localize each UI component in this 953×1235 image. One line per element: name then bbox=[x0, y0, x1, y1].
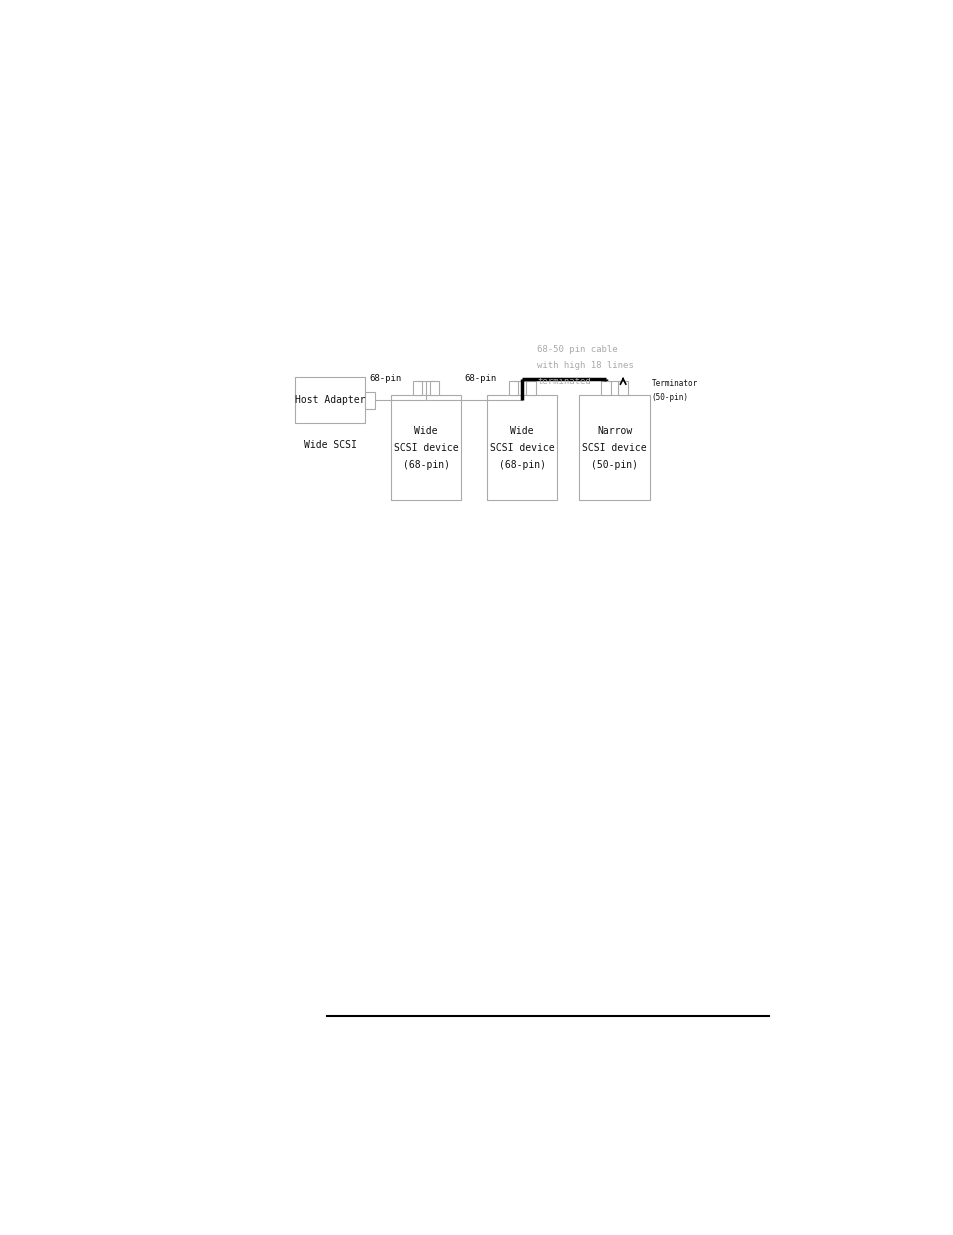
Text: SCSI device: SCSI device bbox=[394, 443, 457, 453]
Text: Host Adapter: Host Adapter bbox=[294, 395, 365, 405]
Text: 68-pin: 68-pin bbox=[463, 374, 496, 383]
Bar bbox=[413, 382, 422, 395]
Text: 68-pin: 68-pin bbox=[369, 374, 401, 383]
Text: Wide: Wide bbox=[414, 426, 437, 436]
Text: Narrow: Narrow bbox=[597, 426, 632, 436]
Text: (50-pin): (50-pin) bbox=[651, 393, 688, 401]
Bar bbox=[600, 382, 610, 395]
Bar bbox=[391, 395, 460, 500]
Bar bbox=[508, 382, 518, 395]
Bar bbox=[618, 382, 627, 395]
Bar bbox=[365, 391, 375, 409]
Bar bbox=[525, 382, 535, 395]
Text: (68-pin): (68-pin) bbox=[498, 459, 545, 469]
Text: (50-pin): (50-pin) bbox=[591, 459, 638, 469]
Text: Wide SCSI: Wide SCSI bbox=[303, 440, 356, 450]
Text: Terminator: Terminator bbox=[651, 379, 697, 388]
Text: SCSI device: SCSI device bbox=[490, 443, 554, 453]
Text: (68-pin): (68-pin) bbox=[402, 459, 449, 469]
Bar bbox=[487, 395, 557, 500]
Bar bbox=[578, 395, 649, 500]
Text: Wide: Wide bbox=[510, 426, 534, 436]
Text: 68-50 pin cable: 68-50 pin cable bbox=[537, 345, 617, 354]
Text: SCSI device: SCSI device bbox=[581, 443, 646, 453]
Text: terminated: terminated bbox=[537, 378, 590, 387]
Text: with high 18 lines: with high 18 lines bbox=[537, 361, 633, 370]
Bar bbox=[429, 382, 439, 395]
Bar bbox=[294, 378, 365, 424]
